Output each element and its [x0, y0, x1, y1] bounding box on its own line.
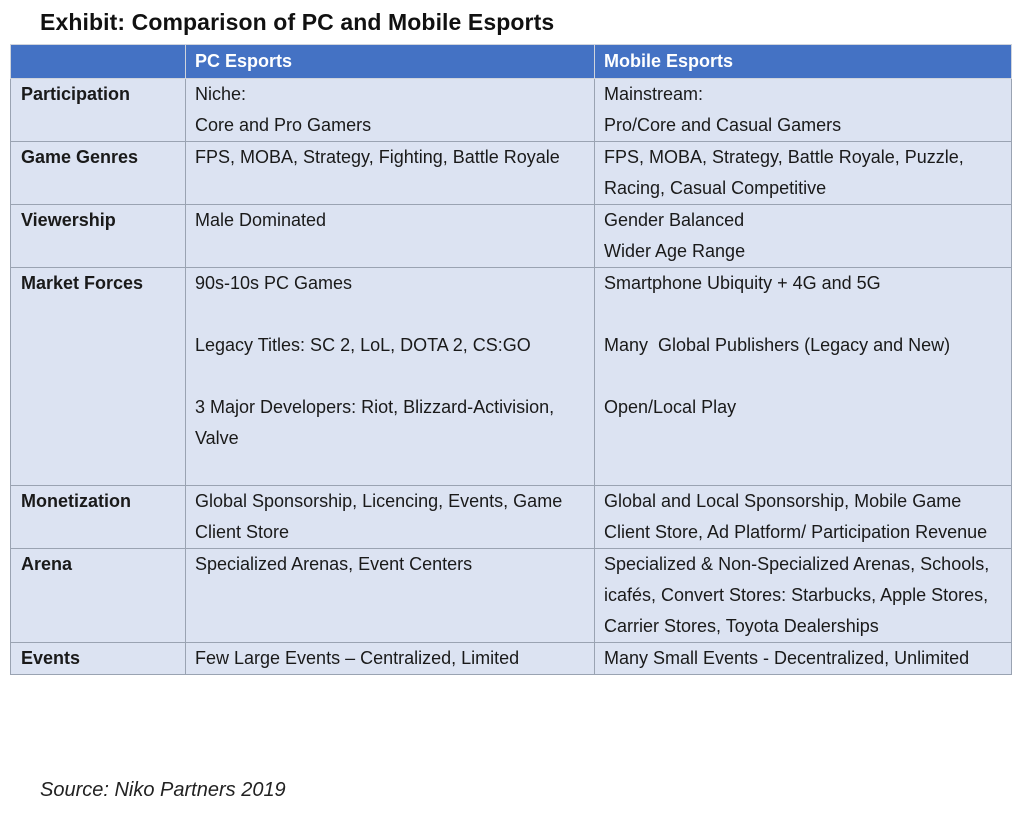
cell-text: Legacy Titles: SC 2, LoL, DOTA 2, CS:GO [195, 335, 531, 355]
cell-text: FPS, MOBA, Strategy, Battle Royale, Puzz… [604, 147, 964, 198]
row-label-arena: Arena [10, 548, 186, 643]
pc-cell-participation: Niche: Core and Pro Gamers [185, 78, 595, 142]
mobile-cell-monetization: Global and Local Sponsorship, Mobile Gam… [594, 485, 1012, 549]
cell-text: Open/Local Play [604, 397, 737, 417]
pc-cell-events: Few Large Events – Centralized, Limited [185, 642, 595, 675]
mobile-cell-viewership: Gender Balanced Wider Age Range [594, 204, 1012, 268]
header-mobile-esports: Mobile Esports [594, 44, 1012, 79]
row-label-viewership: Viewership [10, 204, 186, 268]
source-note: Source: Niko Partners 2019 [40, 779, 286, 801]
cell-text: FPS, MOBA, Strategy, Fighting, Battle Ro… [195, 147, 560, 167]
cell-text: Male Dominated [195, 210, 327, 230]
exhibit-title: Exhibit: Comparison of PC and Mobile Esp… [40, 9, 555, 35]
table-row: Arena Specialized Arenas, Event Centers … [10, 548, 1012, 643]
row-label-game-genres: Game Genres [10, 141, 186, 205]
paragraph-gap [604, 361, 1005, 392]
cell-text: Global and Local Sponsorship, Mobile Gam… [604, 491, 988, 542]
table-row: Market Forces 90s-10s PC Games Legacy Ti… [10, 267, 1012, 486]
row-label-monetization: Monetization [10, 485, 186, 549]
mobile-cell-events: Many Small Events - Decentralized, Unlim… [594, 642, 1012, 675]
row-label-market-forces: Market Forces [10, 267, 186, 486]
table-row: Participation Niche: Core and Pro Gamers… [10, 78, 1012, 142]
cell-text: Specialized Arenas, Event Centers [195, 554, 473, 574]
cell-text: Many Global Publishers (Legacy and New) [604, 335, 951, 355]
cell-text: Global Sponsorship, Licencing, Events, G… [195, 491, 563, 542]
cell-text: Smartphone Ubiquity + 4G and 5G [604, 273, 881, 293]
cell-text: 90s-10s PC Games [195, 273, 353, 293]
pc-cell-monetization: Global Sponsorship, Licencing, Events, G… [185, 485, 595, 549]
table-row: Monetization Global Sponsorship, Licenci… [10, 485, 1012, 549]
table-row: Game Genres FPS, MOBA, Strategy, Fightin… [10, 141, 1012, 205]
header-row: PC Esports Mobile Esports [10, 44, 1012, 79]
mobile-cell-market-forces: Smartphone Ubiquity + 4G and 5G Many Glo… [594, 267, 1012, 486]
mobile-cell-participation: Mainstream: Pro/Core and Casual Gamers [594, 78, 1012, 142]
paragraph-gap [195, 454, 588, 485]
comparison-table: PC Esports Mobile Esports Participation … [10, 44, 1012, 675]
cell-text: Many Small Events - Decentralized, Unlim… [604, 648, 970, 668]
header-blank [10, 44, 186, 79]
pc-cell-game-genres: FPS, MOBA, Strategy, Fighting, Battle Ro… [185, 141, 595, 205]
cell-text: Pro/Core and Casual Gamers [604, 115, 842, 135]
pc-cell-viewership: Male Dominated [185, 204, 595, 268]
paragraph-gap [195, 361, 588, 392]
cell-text: Few Large Events – Centralized, Limited [195, 648, 520, 668]
row-label-participation: Participation [10, 78, 186, 142]
cell-text: Gender Balanced [604, 210, 745, 230]
table-row: Viewership Male Dominated Gender Balance… [10, 204, 1012, 268]
mobile-cell-arena: Specialized & Non-Specialized Arenas, Sc… [594, 548, 1012, 643]
cell-text: Mainstream: [604, 84, 704, 104]
paragraph-gap [604, 299, 1005, 330]
cell-text: Wider Age Range [604, 241, 746, 261]
cell-text: Specialized & Non-Specialized Arenas, Sc… [604, 554, 990, 636]
cell-text: Core and Pro Gamers [195, 115, 372, 135]
row-label-events: Events [10, 642, 186, 675]
table-row: Events Few Large Events – Centralized, L… [10, 642, 1012, 675]
cell-text: Niche: [195, 84, 247, 104]
paragraph-gap [195, 299, 588, 330]
pc-cell-arena: Specialized Arenas, Event Centers [185, 548, 595, 643]
pc-cell-market-forces: 90s-10s PC Games Legacy Titles: SC 2, Lo… [185, 267, 595, 486]
header-pc-esports: PC Esports [185, 44, 595, 79]
cell-text: 3 Major Developers: Riot, Blizzard-Activ… [195, 397, 555, 448]
mobile-cell-game-genres: FPS, MOBA, Strategy, Battle Royale, Puzz… [594, 141, 1012, 205]
